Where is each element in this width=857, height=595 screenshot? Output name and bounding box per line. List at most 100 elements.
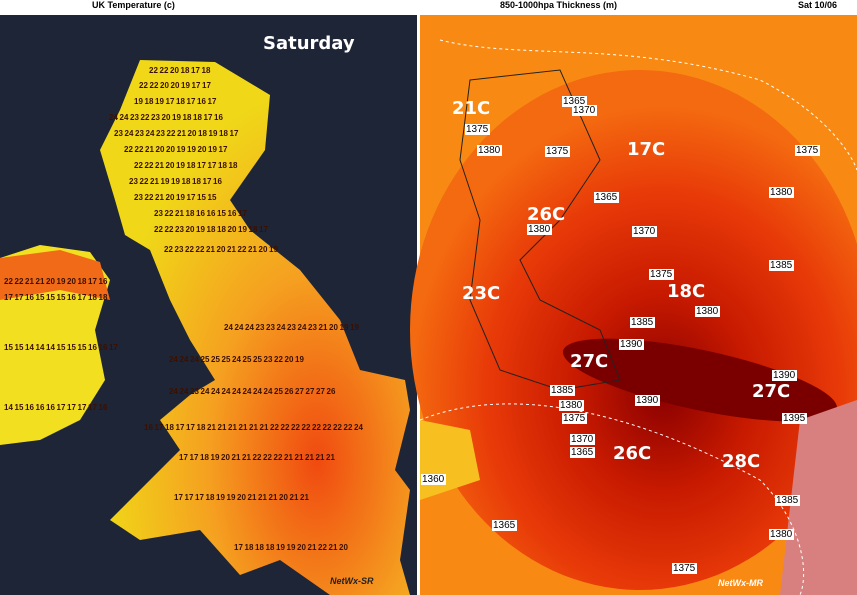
temperature-value: 17 <box>88 403 97 412</box>
temperature-value: 21 <box>218 423 227 432</box>
temperature-value: 17 <box>202 81 211 90</box>
temperature-value: 23 <box>129 177 138 186</box>
temperature-value: 25 <box>243 355 252 364</box>
temperature-value: 22 <box>263 453 272 462</box>
contour-label-box <box>769 187 794 198</box>
temperature-value: 21 <box>300 493 309 502</box>
temperature-value: 17 <box>4 293 13 302</box>
temperature-value: 19 <box>196 225 205 234</box>
temperature-value: 22 <box>165 225 174 234</box>
temperature-label: 17C <box>627 139 665 160</box>
temperature-value: 20 <box>166 145 175 154</box>
temperature-value: 19 <box>295 355 304 364</box>
temperature-value: 16 <box>67 293 76 302</box>
temperature-value: 22 <box>145 193 154 202</box>
temperature-value: 17 <box>259 225 268 234</box>
temperature-value: 16 <box>196 209 205 218</box>
temperature-value: 23 <box>130 113 139 122</box>
temperature-value: 19 <box>269 245 278 254</box>
temperature-value: 22 <box>344 423 353 432</box>
temperature-value: 21 <box>269 493 278 502</box>
contour-label: 1380 <box>770 529 793 540</box>
temperature-value: 22 <box>139 81 148 90</box>
temperature-value: 24 <box>277 323 286 332</box>
temperature-value: 16 <box>99 343 108 352</box>
temperature-value: 22 <box>302 423 311 432</box>
temperature-value: 18 <box>217 225 226 234</box>
contour-label-box <box>421 474 446 485</box>
contour-label: 1390 <box>620 339 643 350</box>
temperature-value: 20 <box>279 493 288 502</box>
contour-label: 1365 <box>571 447 594 458</box>
temperature-value: 18 <box>219 129 228 138</box>
temperature-value: 22 <box>274 355 283 364</box>
temperature-value: 23 <box>190 387 199 396</box>
temperature-value: 15 <box>46 293 55 302</box>
temperature-value: 19 <box>238 225 247 234</box>
temperature-value: 16 <box>228 209 237 218</box>
temperature-value: 20 <box>166 161 175 170</box>
temperature-value: 17 <box>208 161 217 170</box>
temperature-value: 23 <box>264 355 273 364</box>
temperature-value: 19 <box>176 193 185 202</box>
ireland-north <box>0 250 110 300</box>
temperature-value: 20 <box>46 277 55 286</box>
temperature-value: 18 <box>200 453 209 462</box>
contour-label-box <box>795 145 820 156</box>
temperature-value: 24 <box>120 113 129 122</box>
temperature-value: 17 <box>208 97 217 106</box>
temperature-value: 24 <box>245 323 254 332</box>
temperature-value: 21 <box>249 423 258 432</box>
temperature-value: 15 <box>57 343 66 352</box>
contour-label-box <box>570 447 595 458</box>
temperature-value: 19 <box>211 453 220 462</box>
temperature-value: 22 <box>124 145 133 154</box>
temperature-value: 20 <box>228 225 237 234</box>
temperature-value: 22 <box>323 423 332 432</box>
temperature-value: 23 <box>175 245 184 254</box>
temperature-value: 21 <box>232 453 241 462</box>
temperature-value: 18 <box>176 97 185 106</box>
contour-label: 1380 <box>528 224 551 235</box>
temperature-value: 14 <box>4 403 13 412</box>
temperature-value: 18 <box>182 177 191 186</box>
temperature-value: 21 <box>155 193 164 202</box>
contour-label: 1385 <box>776 495 799 506</box>
contour-label: 1360 <box>422 474 445 485</box>
temperature-value: 22 <box>164 245 173 254</box>
temperature-value: 18 <box>245 543 254 552</box>
contour-label: 1375 <box>673 563 696 574</box>
temperature-value: 17 <box>238 209 247 218</box>
temperature-value: 27 <box>316 387 325 396</box>
contour-label-box <box>769 260 794 271</box>
temperature-value: 24 <box>169 387 178 396</box>
temperature-value: 20 <box>162 113 171 122</box>
temperature-label: 28C <box>722 451 760 472</box>
temperature-value: 21 <box>329 543 338 552</box>
contour-label-box <box>782 413 807 424</box>
temperature-value: 15 <box>15 343 24 352</box>
temperature-value: 21 <box>207 423 216 432</box>
temperature-value: 18 <box>145 97 154 106</box>
contour-label-box <box>545 146 570 157</box>
temperature-label: 18C <box>667 281 705 302</box>
title-strip <box>0 0 417 15</box>
temperature-value: 18 <box>78 277 87 286</box>
contour-label-box <box>769 529 794 540</box>
temperature-value: 22 <box>196 245 205 254</box>
temperature-value: 24 <box>224 323 233 332</box>
contour-label-box <box>572 105 597 116</box>
temperature-value: 14 <box>46 343 55 352</box>
contour-label-box <box>772 370 797 381</box>
temperature-value: 25 <box>274 387 283 396</box>
temperature-value: 20 <box>329 323 338 332</box>
contour-label-box <box>465 124 490 135</box>
temperature-value: 17 <box>166 97 175 106</box>
temperature-value: 17 <box>192 81 201 90</box>
temperature-value: 17 <box>179 453 188 462</box>
temperature-value: 24 <box>264 387 273 396</box>
temperature-value: 24 <box>222 387 231 396</box>
temperature-value: 20 <box>285 355 294 364</box>
contour-label-box <box>562 96 587 107</box>
